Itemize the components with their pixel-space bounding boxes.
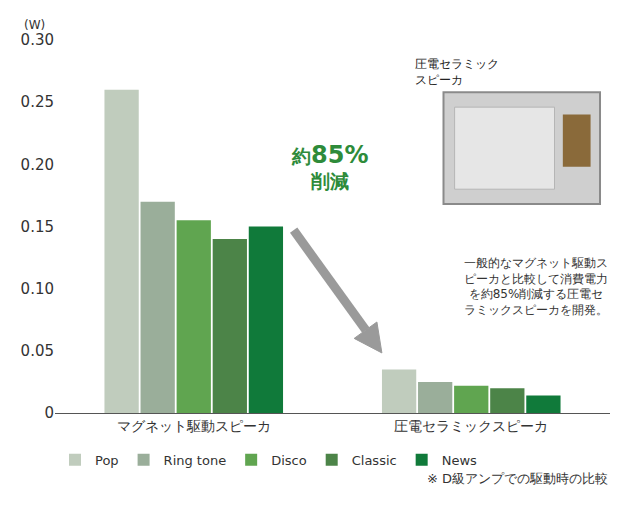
svg-text:0.15: 0.15 (21, 218, 54, 236)
svg-text:0: 0 (44, 404, 54, 422)
svg-text:Classic: Classic (352, 453, 397, 468)
svg-text:(W): (W) (24, 18, 45, 32)
svg-text:Disco: Disco (271, 453, 307, 468)
svg-text:0.20: 0.20 (21, 156, 54, 174)
svg-text:圧電セラミックスピーカ: 圧電セラミックスピーカ (415, 57, 499, 87)
svg-text:0.25: 0.25 (21, 93, 54, 111)
svg-text:Pop: Pop (95, 453, 119, 468)
svg-text:News: News (442, 453, 477, 468)
svg-text:※ D級アンプでの駆動時の比較: ※ D級アンプでの駆動時の比較 (427, 471, 608, 486)
svg-text:0.05: 0.05 (21, 342, 54, 360)
svg-text:マグネット駆動スピーカ: マグネット駆動スピーカ (117, 418, 271, 434)
svg-text:0.10: 0.10 (21, 280, 54, 298)
svg-text:一般的なマグネット駆動スピーカと比較して消費電力を約85%削: 一般的なマグネット駆動スピーカと比較して消費電力を約85%削減する圧電セラミック… (464, 256, 608, 317)
svg-text:圧電セラミックスピーカ: 圧電セラミックスピーカ (394, 418, 548, 434)
svg-text:約85%削減: 約85%削減 (291, 141, 368, 192)
svg-text:Ring tone: Ring tone (164, 453, 227, 468)
svg-text:0.30: 0.30 (21, 31, 54, 49)
